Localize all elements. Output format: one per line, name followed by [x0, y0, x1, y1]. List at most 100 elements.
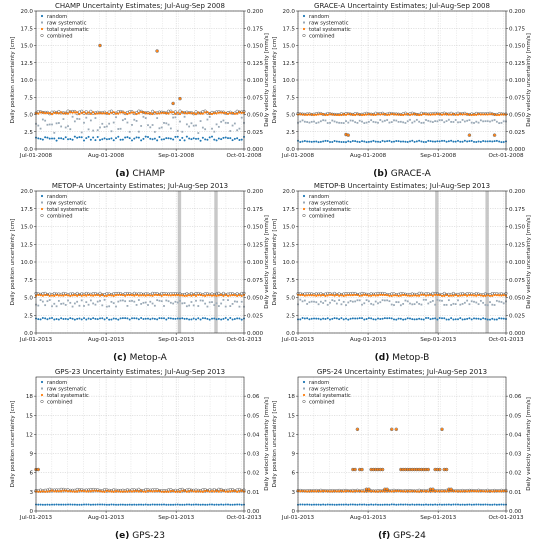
- total-systematic-point: [133, 490, 136, 493]
- random-point: [434, 317, 437, 320]
- random-point: [131, 503, 133, 506]
- raw-systematic-point: [420, 121, 423, 124]
- total-systematic-point: [379, 293, 382, 297]
- raw-systematic-point: [310, 120, 313, 123]
- total-systematic-point: [383, 112, 386, 116]
- total-systematic-point: [413, 112, 416, 116]
- legend-marker-raw-systematic: [303, 201, 305, 204]
- total-systematic-point: [340, 489, 343, 493]
- raw-systematic-point: [356, 121, 359, 124]
- legend-marker-combined: [302, 213, 306, 218]
- total-systematic-point: [392, 113, 396, 116]
- random-point: [99, 138, 101, 141]
- total-systematic-point: [92, 489, 95, 492]
- total-systematic-point: [192, 112, 195, 115]
- random-point: [379, 140, 382, 143]
- random-point: [222, 136, 225, 139]
- random-point: [179, 503, 181, 506]
- random-point: [229, 503, 232, 506]
- outlier-total-point: [381, 468, 384, 471]
- legend-marker-raw-systematic: [303, 387, 305, 390]
- random-point: [415, 140, 418, 143]
- total-systematic-point: [169, 111, 172, 114]
- raw-systematic-point: [217, 125, 220, 128]
- random-point: [399, 317, 402, 320]
- random-point: [151, 317, 154, 320]
- raw-systematic-point: [224, 121, 227, 124]
- total-systematic-point: [349, 294, 352, 297]
- raw-systematic-point: [92, 129, 95, 132]
- random-point: [121, 317, 124, 320]
- total-systematic-point: [167, 112, 170, 115]
- raw-systematic-point: [213, 304, 216, 306]
- raw-systematic-point: [402, 121, 405, 124]
- raw-systematic-point: [335, 302, 338, 305]
- total-systematic-point: [133, 111, 136, 114]
- raw-systematic-point: [306, 121, 309, 123]
- random-point: [402, 140, 405, 143]
- total-systematic-point: [308, 294, 311, 297]
- legend-label: total systematic: [47, 207, 89, 213]
- total-systematic-point: [415, 294, 418, 297]
- raw-systematic-point: [415, 118, 418, 121]
- total-systematic-point: [335, 490, 338, 493]
- outlier-total-point: [358, 468, 361, 471]
- total-systematic-point: [415, 490, 418, 493]
- total-systematic-point: [360, 294, 364, 297]
- random-point: [422, 503, 425, 506]
- total-systematic-point: [160, 490, 163, 493]
- total-systematic-point: [208, 490, 211, 493]
- x-tick-label: Aug-01-2013: [350, 337, 387, 343]
- raw-systematic-point: [498, 122, 501, 125]
- raw-systematic-point: [156, 299, 159, 302]
- raw-systematic-point: [393, 119, 395, 122]
- random-point: [482, 503, 485, 506]
- y2-tick-label: 0.025: [509, 313, 525, 319]
- random-point: [149, 318, 152, 321]
- random-point: [62, 503, 65, 506]
- total-systematic-point: [466, 112, 469, 116]
- raw-systematic-point: [379, 301, 382, 304]
- legend-marker-raw-systematic: [41, 387, 43, 390]
- total-systematic-point: [46, 293, 49, 296]
- random-point: [383, 140, 386, 143]
- total-systematic-point: [162, 293, 166, 297]
- total-systematic-point: [226, 112, 230, 115]
- random-point: [338, 318, 341, 321]
- total-systematic-point: [117, 112, 120, 115]
- total-systematic-point: [354, 489, 357, 493]
- total-systematic-point: [431, 294, 434, 297]
- total-systematic-point: [406, 490, 409, 493]
- total-systematic-point: [463, 489, 466, 493]
- total-systematic-point: [181, 489, 184, 492]
- random-point: [461, 140, 464, 143]
- raw-systematic-point: [204, 491, 207, 494]
- random-point: [473, 503, 475, 506]
- total-systematic-point: [392, 490, 396, 493]
- total-systematic-point: [344, 113, 348, 116]
- raw-systematic-point: [347, 301, 350, 304]
- random-point: [37, 318, 40, 321]
- total-systematic-point: [41, 111, 44, 114]
- random-point: [326, 140, 329, 143]
- raw-systematic-point: [105, 491, 108, 494]
- random-point: [383, 317, 386, 320]
- legend-marker-raw-systematic: [41, 21, 43, 24]
- x-tick-label: Sep-01-2013: [420, 515, 456, 521]
- random-point: [103, 137, 106, 140]
- random-point: [176, 317, 179, 320]
- random-point: [217, 137, 220, 140]
- raw-systematic-point: [367, 300, 370, 303]
- y2-axis-label: Daily velocity uncertainty [mm/s]: [526, 33, 532, 127]
- total-systematic-point: [135, 293, 138, 296]
- total-systematic-point: [413, 294, 416, 297]
- raw-systematic-point: [83, 121, 85, 124]
- random-point: [101, 317, 104, 320]
- raw-systematic-point: [73, 120, 76, 123]
- raw-systematic-point: [174, 300, 177, 303]
- random-point: [57, 503, 60, 506]
- random-point: [222, 503, 225, 506]
- total-systematic-point: [475, 294, 478, 297]
- random-point: [441, 139, 443, 142]
- raw-systematic-point: [176, 129, 179, 132]
